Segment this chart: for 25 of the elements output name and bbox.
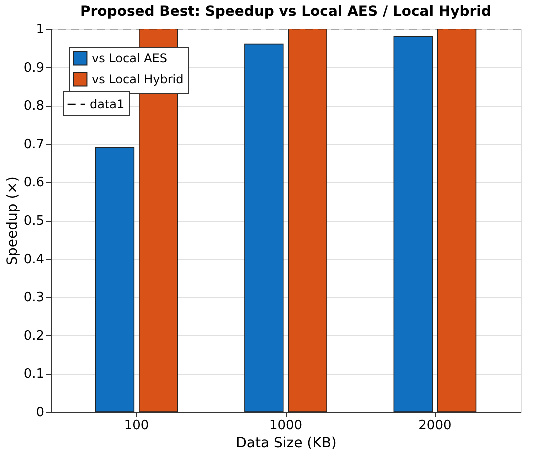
y-tick-label: 0 (36, 406, 44, 420)
y-tick-label: 0.1 (24, 367, 44, 382)
legend-label: data1 (90, 98, 125, 112)
y-tick-label: 0.5 (24, 214, 44, 229)
x-tick-label: 1000 (269, 418, 303, 434)
y-tick-label: 0.8 (24, 99, 44, 114)
bar (437, 29, 477, 412)
y-tick-label: 1 (36, 22, 44, 38)
bar (95, 147, 135, 412)
chart-title: Proposed Best: Speedup vs Local AES / Local Hybrid (80, 4, 492, 20)
x-tick-label: 2000 (418, 418, 452, 434)
y-axis-title: Speedup (×) (4, 176, 21, 266)
legend-label: vs Local Hybrid (92, 72, 184, 86)
y-tick-label: 0.4 (24, 252, 44, 268)
x-axis-title: Data Size (KB) (236, 436, 337, 452)
y-tick-label: 0.9 (24, 60, 44, 76)
y-tick-label: 0.2 (24, 328, 44, 344)
y-tick-label: 0.7 (24, 137, 44, 152)
bar (394, 36, 433, 412)
y-tick-label: 0.3 (24, 290, 44, 306)
bar (244, 44, 284, 412)
legend-label: vs Local AES (92, 52, 168, 66)
x-tick-label: 100 (124, 418, 150, 434)
bar (288, 29, 328, 412)
y-tick-label: 0.6 (24, 176, 44, 191)
